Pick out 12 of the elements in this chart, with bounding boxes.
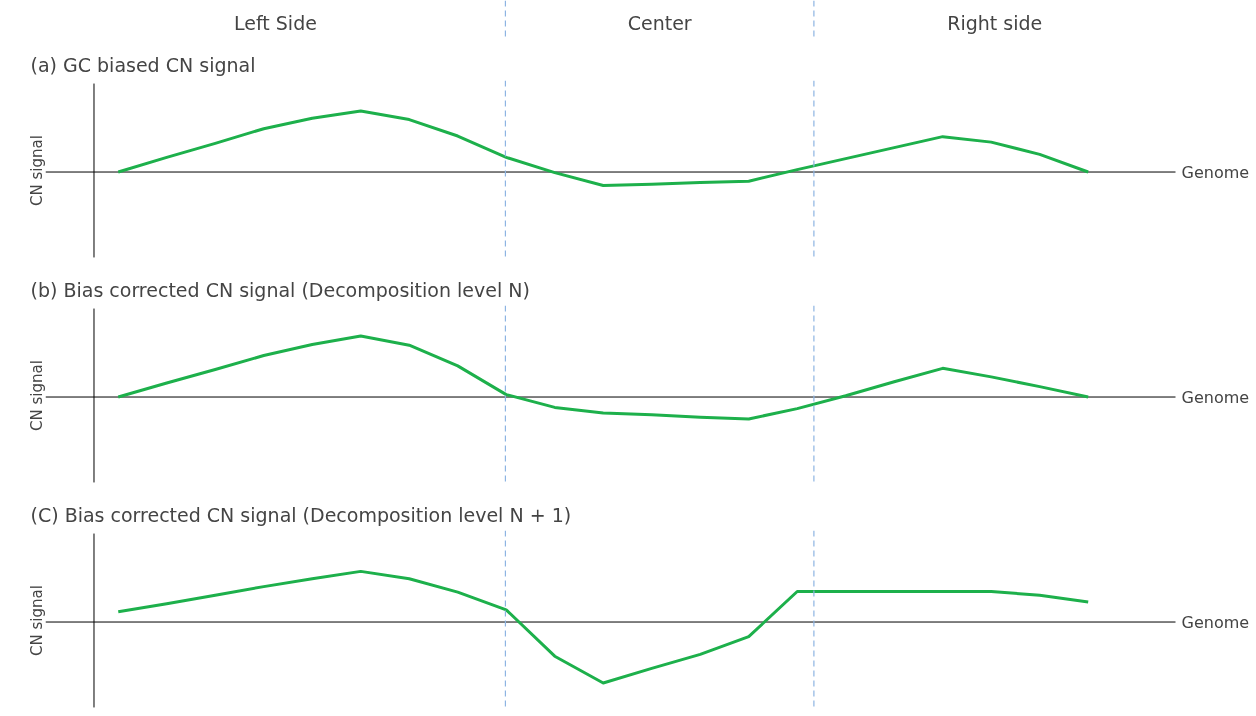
chart-title: (a) GC biased CN signal bbox=[30, 53, 256, 76]
chart-title: (C) Bias corrected CN signal (Decomposition level N + 1) bbox=[30, 503, 572, 526]
x-axis-title: Genome bbox=[1181, 162, 1250, 182]
x-axis-title: Genome bbox=[1181, 387, 1250, 407]
text: Left Side bbox=[234, 11, 317, 34]
y-axis-title: CN signal bbox=[27, 360, 46, 431]
y-axis-title: CN signal bbox=[27, 585, 46, 656]
text: Center bbox=[627, 11, 692, 34]
text: Right side bbox=[947, 11, 1043, 34]
x-axis-title: Genome bbox=[1181, 612, 1250, 632]
chart-title: (b) Bias corrected CN signal (Decomposition level N) bbox=[30, 278, 530, 301]
y-axis-title: CN signal bbox=[27, 135, 46, 206]
